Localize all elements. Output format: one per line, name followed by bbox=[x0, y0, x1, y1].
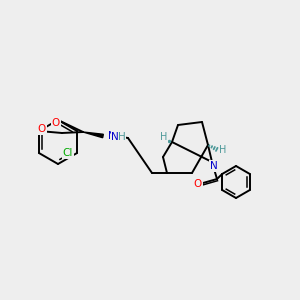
Text: H: H bbox=[113, 132, 121, 142]
Text: O: O bbox=[194, 179, 202, 189]
Text: O: O bbox=[52, 118, 60, 128]
Text: H: H bbox=[118, 132, 126, 142]
Text: O: O bbox=[38, 124, 46, 134]
Text: H: H bbox=[219, 145, 227, 155]
Text: Cl: Cl bbox=[63, 148, 73, 158]
Polygon shape bbox=[83, 132, 103, 138]
Text: H: H bbox=[160, 132, 168, 142]
Text: N: N bbox=[210, 161, 218, 171]
Text: N: N bbox=[108, 131, 116, 141]
Text: N: N bbox=[111, 132, 119, 142]
